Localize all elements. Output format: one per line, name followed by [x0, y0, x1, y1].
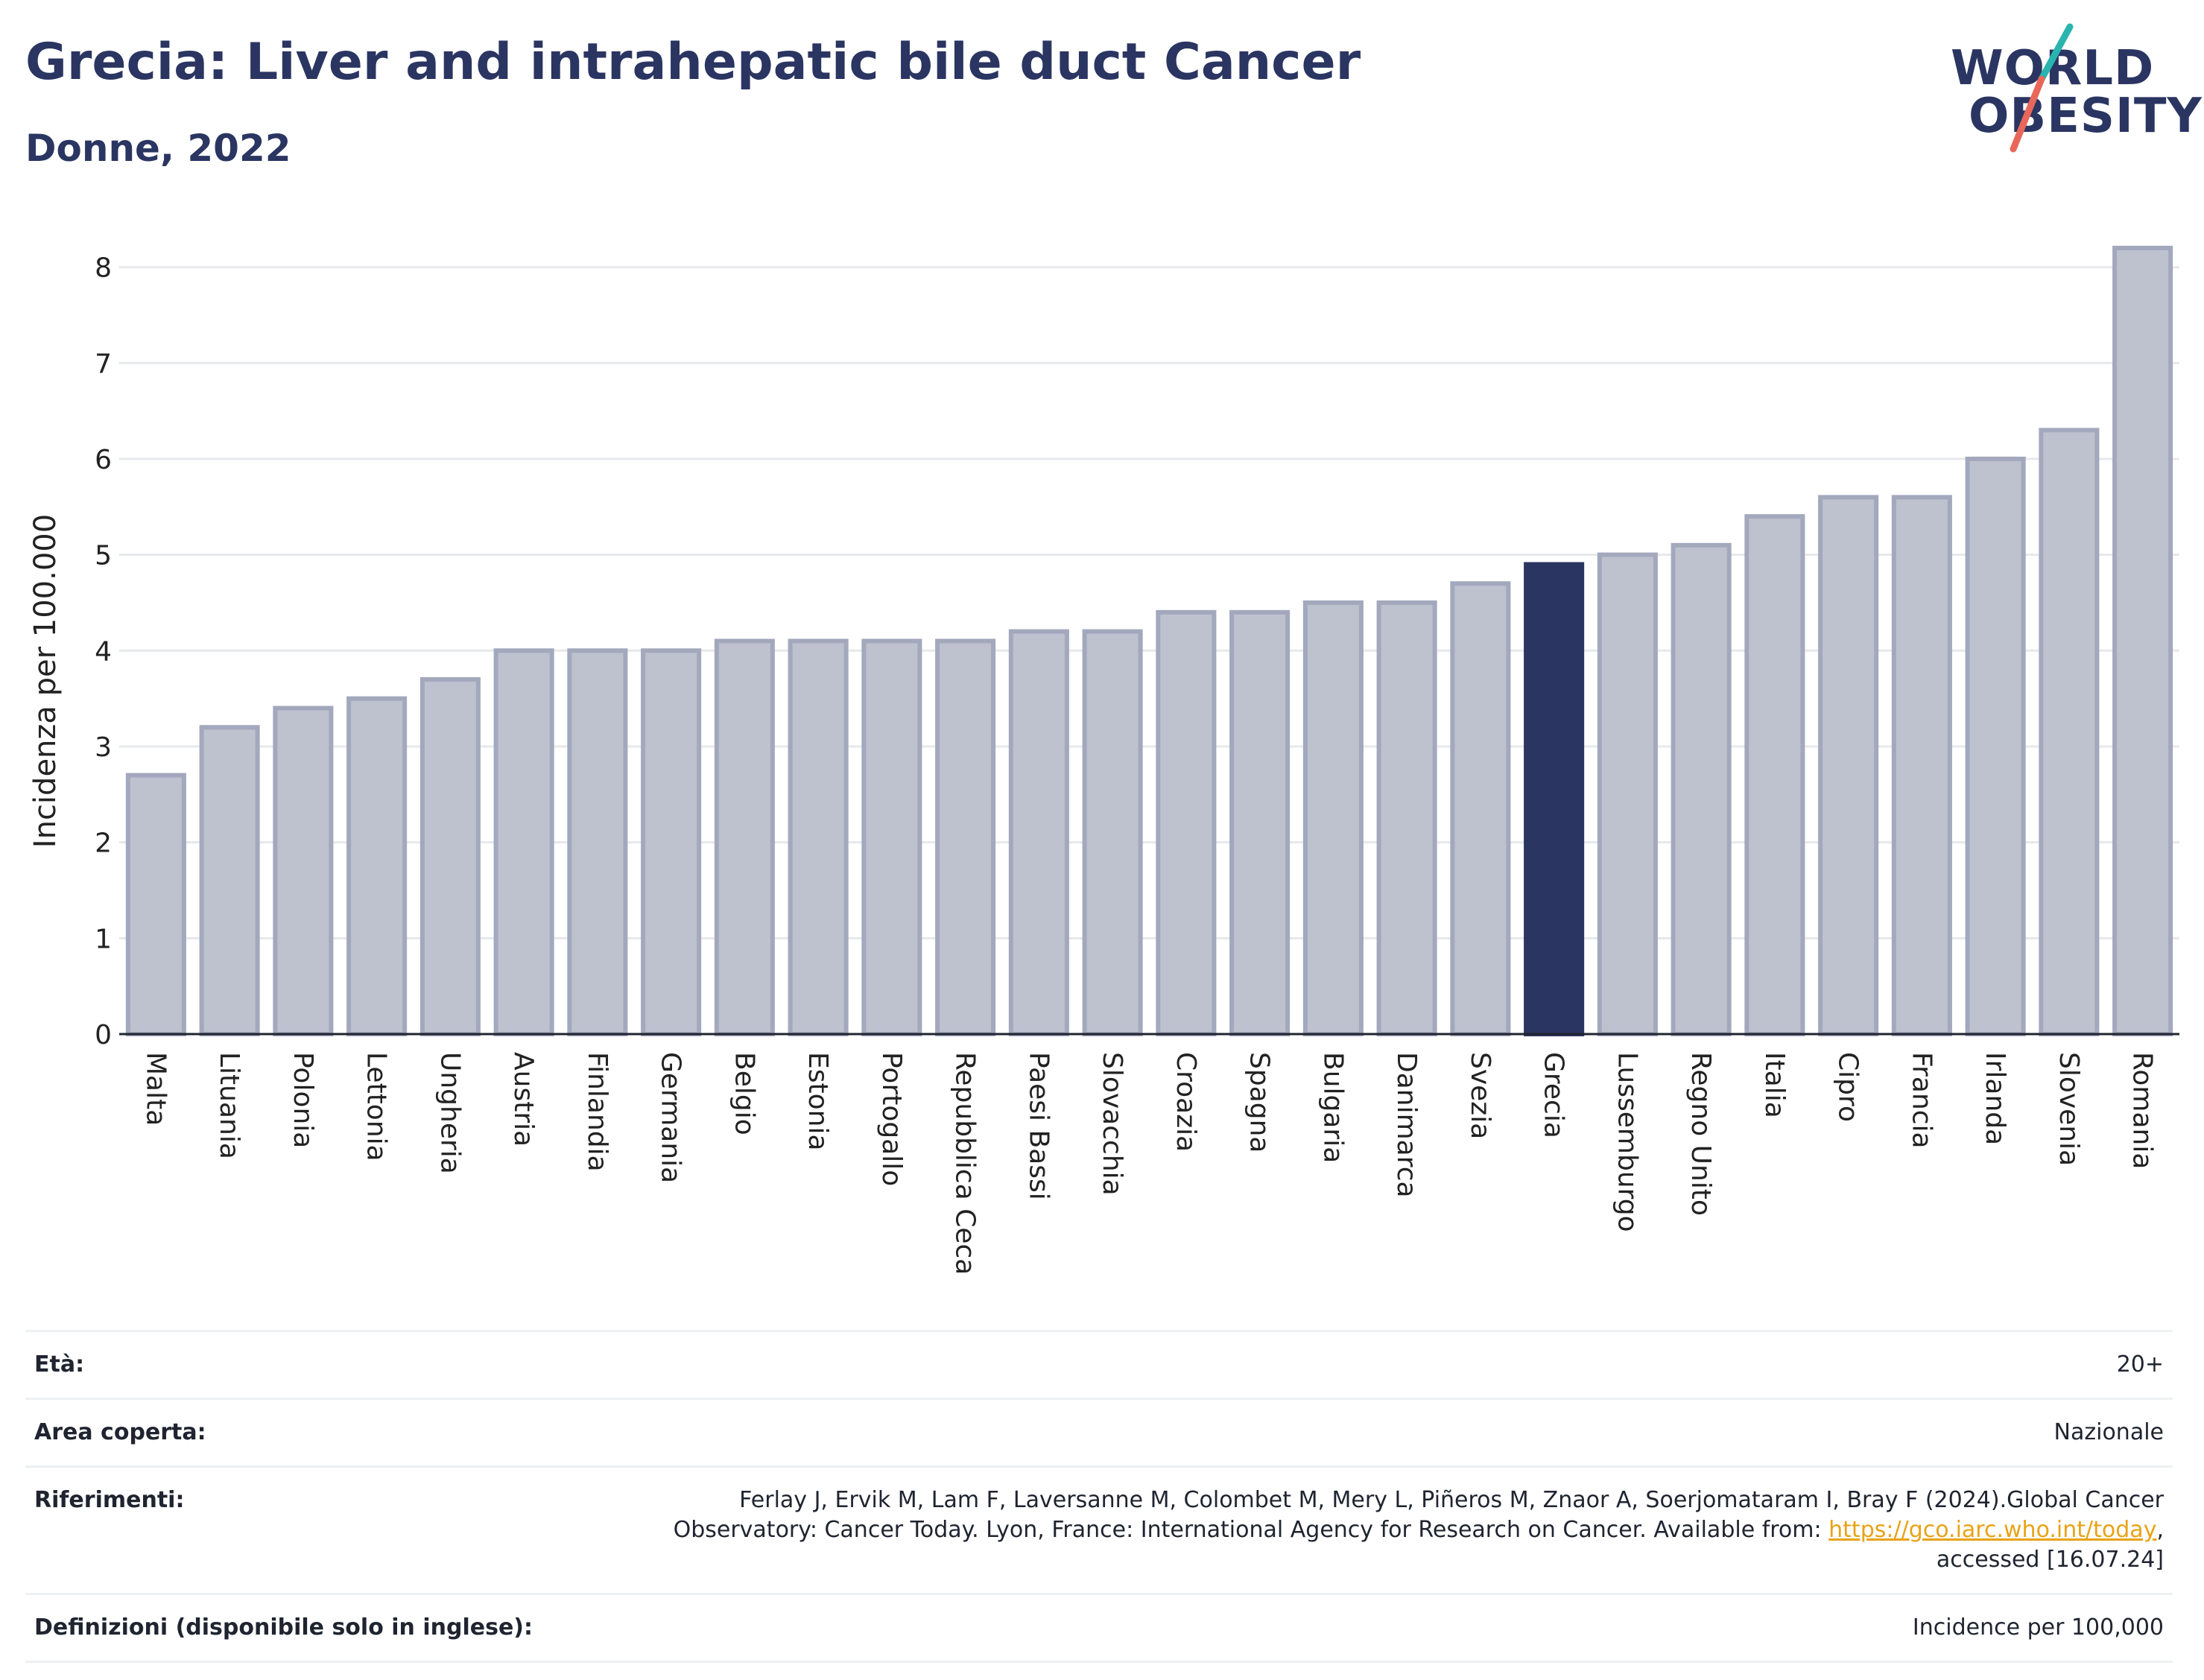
x-tick-label: Croazia: [1171, 1052, 1201, 1152]
x-tick-label: Austria: [508, 1052, 539, 1147]
meta-area-value: Nazionale: [2053, 1419, 2164, 1445]
logo-line-2: OBESITY: [1969, 89, 2203, 144]
x-tick-label: Malta: [140, 1052, 171, 1126]
x-tick-label: Estonia: [802, 1052, 833, 1151]
bar-slovacchia: [1082, 629, 1143, 1036]
x-tick-label: Ungheria: [434, 1052, 465, 1174]
x-tick-label: Germania: [656, 1052, 686, 1183]
chart-title: Grecia: Liver and intrahepatic bile duct…: [25, 33, 1361, 92]
meta-def-value: Incidence per 100,000: [1912, 1614, 2164, 1641]
bar-francia: [1891, 495, 1952, 1036]
bar-regno-unito: [1671, 542, 1732, 1036]
bar-repubblica-ceca: [935, 638, 996, 1036]
y-tick-label: 6: [95, 445, 112, 475]
x-tick-label: Lituania: [214, 1052, 244, 1159]
x-tick-label: Grecia: [1539, 1052, 1569, 1138]
meta-row-area: Area coperta: Nazionale: [25, 1398, 2173, 1465]
bar-lettonia: [346, 696, 408, 1036]
meta-row-definitions: Definizioni (disponibile solo in inglese…: [25, 1593, 2173, 1663]
chart-subtitle: Donne, 2022: [25, 127, 291, 170]
x-tick-label: Bulgaria: [1317, 1052, 1348, 1163]
y-tick-label: 1: [95, 924, 112, 954]
x-tick-label: Lettonia: [361, 1052, 392, 1161]
x-tick-label: Spagna: [1244, 1052, 1275, 1153]
meta-area-label: Area coperta:: [34, 1419, 206, 1445]
bar-ungheria: [419, 676, 481, 1036]
x-tick-label: Slovacchia: [1097, 1052, 1127, 1196]
bar-danimarca: [1376, 600, 1437, 1036]
bar-lituania: [199, 725, 260, 1036]
meta-ref-label: Riferimenti:: [34, 1487, 185, 1513]
x-axis-ticks: Malta Lituania Polonia Lettonia Ungheria Aust…: [140, 1052, 2157, 1275]
meta-ref-text-2: , accessed [16.07.24]: [1936, 1517, 2164, 1573]
y-tick-label: 8: [95, 253, 112, 284]
bar-bulgaria: [1302, 600, 1364, 1036]
y-tick-label: 3: [95, 732, 112, 763]
x-tick-label: Irlanda: [1980, 1052, 2010, 1145]
y-tick-label: 2: [95, 828, 112, 859]
bar-paesi-bassi: [1008, 629, 1069, 1036]
bar-cipro: [1818, 495, 1879, 1036]
bar-italia: [1744, 514, 1805, 1036]
x-tick-label: Paesi Bassi: [1023, 1052, 1054, 1200]
meta-ref-value: Ferlay J, Ervik M, Lam F, Laversanne M, …: [644, 1486, 2164, 1575]
bar-croazia: [1156, 609, 1217, 1036]
x-tick-label: Cipro: [1833, 1052, 1863, 1122]
x-tick-label: Polonia: [288, 1052, 318, 1148]
bar-slovenia: [2039, 428, 2100, 1036]
x-tick-label: Belgio: [729, 1052, 759, 1135]
bar-grecia: [1524, 562, 1585, 1037]
bar-irlanda: [1965, 456, 2026, 1037]
y-axis-title: Incidenza per 100.000: [28, 514, 63, 848]
y-tick-label: 0: [95, 1020, 112, 1050]
x-tick-label: Lussemburgo: [1612, 1052, 1642, 1232]
x-tick-label: Italia: [1759, 1052, 1790, 1118]
x-tick-label: Danimarca: [1391, 1052, 1422, 1198]
x-tick-label: Francia: [1906, 1052, 1937, 1149]
meta-eta-label: Età:: [34, 1351, 85, 1378]
bars: [125, 245, 2173, 1037]
bar-lussemburgo: [1597, 552, 1658, 1036]
meta-row-eta: Età: 20+: [25, 1330, 2173, 1398]
bar-belgio: [714, 638, 775, 1036]
x-tick-label: Portogallo: [876, 1052, 907, 1186]
bar-austria: [493, 648, 554, 1036]
x-tick-label: Repubblica Ceca: [950, 1052, 981, 1275]
meta-row-references: Riferimenti: Ferlay J, Ervik M, Lam F, L…: [25, 1465, 2173, 1593]
bar-malta: [125, 773, 186, 1036]
x-tick-label: Romania: [2127, 1052, 2158, 1169]
metadata-table: Età: 20+ Area coperta: Nazionale Riferim…: [25, 1330, 2173, 1663]
world-obesity-logo: WORLD OBESITY: [1945, 22, 2202, 156]
logo-slash-icon: [2010, 23, 2074, 153]
bar-polonia: [273, 706, 334, 1037]
reference-link[interactable]: https://gco.iarc.who.int/today: [1828, 1517, 2157, 1543]
y-tick-label: 7: [95, 349, 112, 379]
x-tick-label: Finlandia: [582, 1052, 612, 1172]
meta-eta-value: 20+: [2116, 1351, 2164, 1378]
bar-chart: 0 1 2 3 4 5 6 7 8 Malta Lituania Polonia Lettonia Un…: [28, 245, 2179, 1275]
x-tick-label: Regno Unito: [1685, 1052, 1716, 1216]
y-tick-label: 5: [95, 541, 112, 571]
bar-germania: [641, 648, 702, 1036]
y-axis-ticks: 0 1 2 3 4 5 6 7 8: [95, 253, 112, 1050]
bar-spagna: [1229, 609, 1291, 1036]
meta-ref-text-1: Ferlay J, Ervik M, Lam F, Laversanne M, …: [673, 1487, 2164, 1543]
bar-portogallo: [861, 638, 922, 1036]
bar-romania: [2112, 245, 2173, 1037]
bar-svezia: [1450, 581, 1511, 1036]
bar-estonia: [788, 638, 849, 1036]
bar-finlandia: [567, 648, 628, 1036]
y-tick-label: 4: [95, 636, 112, 667]
meta-def-label: Definizioni (disponibile solo in inglese…: [34, 1614, 533, 1641]
x-tick-label: Slovenia: [2053, 1052, 2084, 1166]
x-tick-label: Svezia: [1465, 1052, 1495, 1139]
